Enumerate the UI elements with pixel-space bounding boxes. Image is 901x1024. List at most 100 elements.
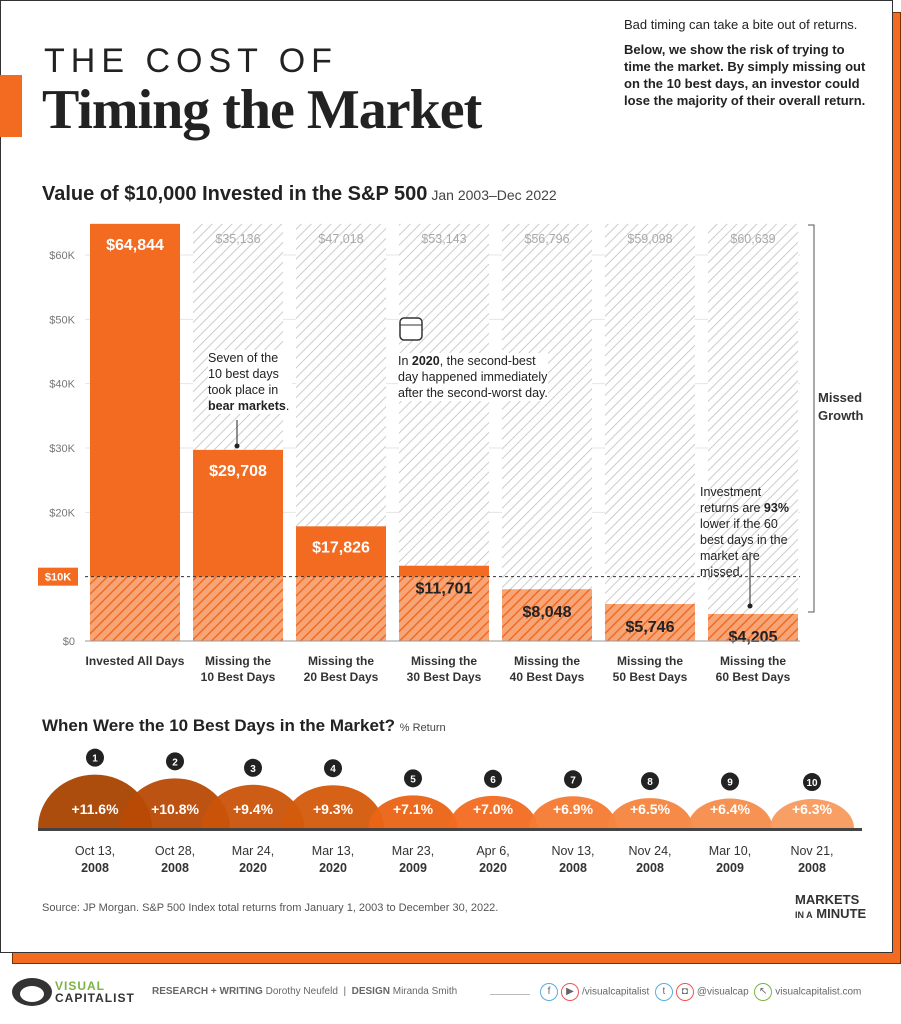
date-label: Nov 21, [790, 844, 833, 858]
rank-badge [721, 772, 739, 791]
bar-value-label: $17,826 [312, 539, 370, 556]
missed-growth-bar [502, 223, 592, 590]
rank-badge [803, 773, 821, 792]
date-label: Apr 6, [476, 844, 509, 858]
rank-number: 3 [250, 764, 256, 775]
return-label: +6.4% [710, 801, 751, 817]
date-label: 2008 [161, 861, 189, 875]
markets-in-a-minute-logo: MARKETS IN A MINUTE [795, 893, 866, 922]
rank-number: 5 [410, 774, 416, 785]
y-tick-label: $0 [63, 636, 75, 648]
brand-line-2: CAPITALIST [55, 991, 135, 1005]
bar-value-label: $8,048 [523, 604, 572, 621]
date-label: Mar 24, [232, 844, 274, 858]
bar-base-hatched [193, 576, 283, 641]
design-label: DESIGN [351, 986, 390, 997]
handle-link[interactable]: /visualcapitalist [582, 986, 650, 998]
mim-line: IN A [795, 910, 813, 920]
missed-growth-label: $59,098 [627, 232, 672, 246]
note-line: Seven of the [208, 351, 279, 365]
category-label: 30 Best Days [407, 670, 482, 684]
return-dome [120, 778, 230, 828]
title-line-1: THE COST OF [44, 42, 338, 80]
category-label: Missing the [720, 654, 786, 668]
intro: Bad timing can take a bite out of return… [624, 16, 874, 109]
return-label: +10.8% [151, 801, 199, 817]
bar-value-label: $11,701 [416, 581, 473, 598]
return-dome [448, 795, 538, 828]
rank-number: 2 [172, 757, 178, 768]
handle-link-2[interactable]: @visualcap [696, 986, 749, 998]
vc-logo-icon [12, 978, 52, 1006]
missed-growth-label: $56,796 [524, 232, 569, 246]
section2-title: When Were the 10 Best Days in the Market… [42, 716, 446, 736]
reference-label: $10K [45, 572, 71, 584]
note-bold: 2020 [411, 354, 440, 368]
rank-badge [484, 769, 502, 788]
bar [90, 223, 180, 577]
site-link[interactable]: visualcapitalist.com [775, 986, 862, 998]
section2-title-text: When Were the 10 Best Days in the Market… [42, 716, 396, 735]
instagram-icon[interactable]: ◘ [675, 983, 694, 1001]
note-text: , the second-best day happened immediate… [398, 354, 548, 400]
youtube-icon[interactable]: ▶ [561, 983, 579, 1001]
callout-dot [747, 603, 753, 609]
y-tick-label: $50K [49, 314, 75, 326]
y-tick-label: $60K [49, 250, 75, 262]
twitter-icon[interactable]: t [654, 983, 673, 1001]
bracket-label: Missed [818, 390, 862, 405]
missed-growth-bar [708, 223, 798, 614]
bar-base-hatched [90, 576, 180, 641]
y-tick-label: $30K [49, 443, 75, 455]
category-label: Missing the [514, 654, 580, 668]
bar-value-label: $4,205 [729, 629, 778, 646]
rank-number: 6 [490, 775, 496, 786]
mim-line: MINUTE [816, 906, 867, 921]
bar-value-label: $5,746 [626, 619, 675, 636]
return-label: +9.3% [313, 801, 354, 817]
date-label: 2020 [479, 861, 507, 875]
research-name: Dorothy Neufeld [265, 986, 338, 997]
category-label: Missing the [205, 654, 271, 668]
return-label: +6.5% [630, 801, 671, 817]
category-label: 20 Best Days [304, 670, 379, 684]
bracket-label: Growth [818, 408, 864, 423]
date-label: Nov 24, [628, 844, 671, 858]
category-label: Missing the [308, 654, 374, 668]
missed-growth-label: $53,143 [421, 232, 466, 246]
note-text: lower if the 60 best days in the market … [700, 517, 788, 579]
credits: RESEARCH + WRITING Dorothy Neufeld | DES… [152, 986, 458, 997]
date-label: Mar 13, [312, 844, 354, 858]
bar-base-hatched [296, 576, 386, 641]
rank-number: 7 [570, 775, 576, 786]
category-label: 10 Best Days [201, 670, 276, 684]
y-tick-label: $20K [49, 507, 75, 519]
return-label: +7.0% [473, 801, 514, 817]
bar-base-hatched [502, 589, 592, 641]
date-label: 2008 [559, 861, 587, 875]
bar-base-hatched [605, 604, 695, 641]
return-dome [607, 798, 693, 828]
y-tick-label: $40K [49, 379, 75, 391]
date-label: 2020 [239, 861, 267, 875]
bar [399, 565, 489, 577]
category-label: 40 Best Days [510, 670, 585, 684]
note-text: Investment returns are [700, 485, 764, 515]
bar [193, 449, 283, 577]
callout-dot [234, 443, 240, 449]
rank-badge [166, 752, 184, 771]
facebook-icon[interactable]: f [540, 983, 558, 1001]
date-label: Oct 13, [75, 844, 115, 858]
reference-badge [38, 567, 78, 586]
return-label: +9.4% [233, 801, 274, 817]
return-dome [201, 784, 305, 828]
rank-badge [244, 758, 262, 777]
rank-badge [324, 759, 342, 778]
rank-number: 1 [92, 754, 98, 765]
brand-line-1: VISUAL [55, 979, 106, 993]
cursor-icon[interactable]: ↖ [754, 983, 773, 1001]
rank-badge [641, 772, 659, 791]
note-text: In [398, 354, 412, 368]
intro-line: Bad timing can take a bite out of return… [624, 17, 858, 32]
